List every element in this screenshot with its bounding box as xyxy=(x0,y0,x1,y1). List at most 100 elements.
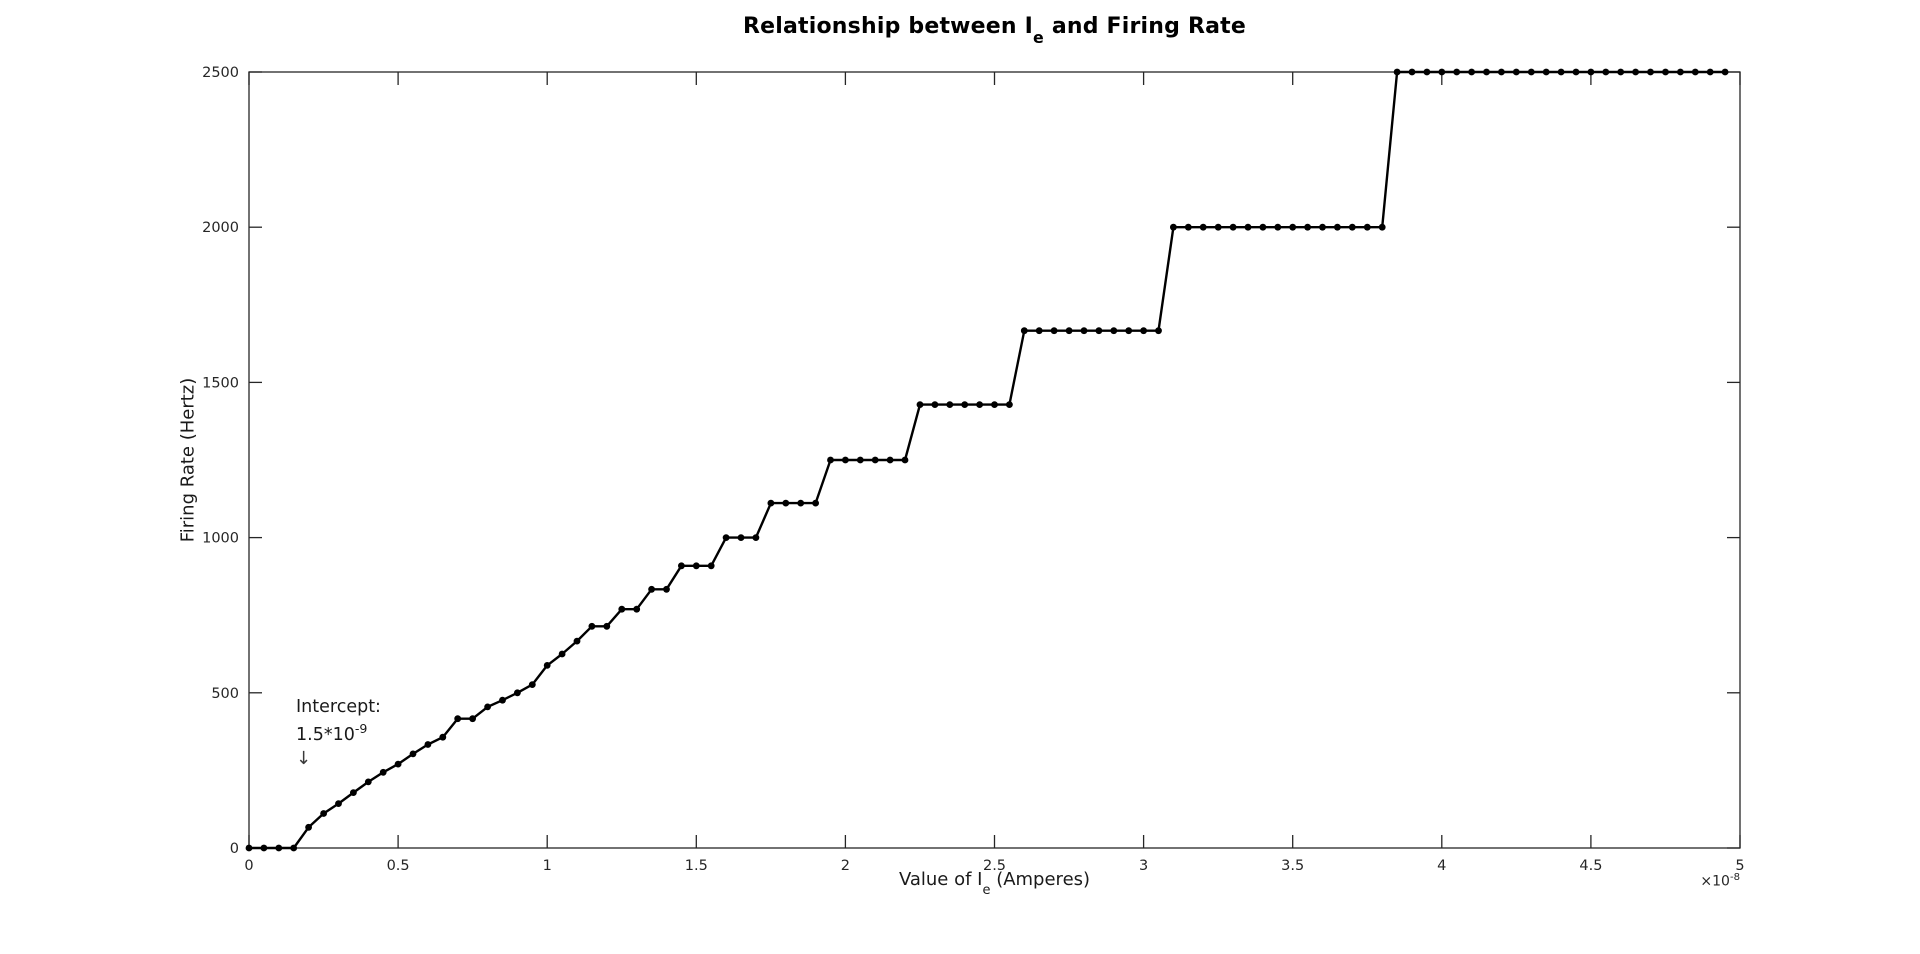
data-point-marker xyxy=(1587,68,1595,76)
data-point-marker xyxy=(1348,223,1356,231)
x-tick-label: 1.5 xyxy=(685,858,708,874)
data-point-marker xyxy=(484,703,491,711)
data-point-marker xyxy=(1363,223,1371,231)
x-tick-label: 3 xyxy=(1139,858,1148,874)
data-point-marker xyxy=(424,741,432,748)
x-tick-label: 3.5 xyxy=(1281,858,1304,874)
data-point-marker xyxy=(1662,68,1669,76)
y-tick-label: 1500 xyxy=(202,375,239,391)
data-point-marker xyxy=(737,534,745,541)
data-point-marker xyxy=(991,401,998,408)
chart-title-text: Relationship between I xyxy=(742,14,1034,39)
data-point-marker xyxy=(1065,327,1073,335)
data-point-marker xyxy=(1617,68,1625,76)
y-tick-label: 2000 xyxy=(202,220,239,236)
data-point-marker xyxy=(350,789,357,796)
data-point-marker xyxy=(1110,327,1118,335)
data-point-marker xyxy=(1125,327,1133,335)
axes-frame xyxy=(248,71,1741,849)
data-point-marker xyxy=(663,585,670,593)
data-point-marker xyxy=(514,689,521,697)
data-point-marker xyxy=(618,605,626,613)
data-point-marker xyxy=(1647,68,1654,76)
data-point-marker xyxy=(543,662,551,669)
data-point-marker xyxy=(528,681,536,688)
data-point-marker xyxy=(1453,68,1461,76)
x-tick-label: 1 xyxy=(543,858,552,874)
data-point-marker xyxy=(1408,68,1416,76)
data-point-marker xyxy=(573,637,581,645)
data-point-marker xyxy=(1080,327,1088,335)
y-tick-label: 1000 xyxy=(202,531,239,547)
x-axis-label-subscript: e xyxy=(982,882,991,898)
data-point-marker xyxy=(1512,68,1520,76)
data-point-marker xyxy=(1140,327,1147,335)
data-point-marker xyxy=(1184,223,1192,231)
data-point-marker xyxy=(722,534,730,541)
data-point-marker xyxy=(1170,223,1177,231)
down-arrow-icon: ↓ xyxy=(296,748,312,770)
data-point-marker xyxy=(320,810,327,817)
data-point-marker xyxy=(678,562,685,570)
data-point-marker xyxy=(335,800,342,807)
data-point-marker xyxy=(588,622,596,630)
data-point-marker xyxy=(1244,223,1252,231)
data-point-marker xyxy=(1542,68,1550,76)
data-point-marker xyxy=(260,844,268,852)
data-point-marker xyxy=(886,456,894,464)
data-point-marker xyxy=(454,715,462,723)
data-point-marker xyxy=(1483,68,1490,76)
data-point-marker xyxy=(707,562,715,570)
data-point-marker xyxy=(812,499,819,507)
x-axis-label: Value of Ie (Amperes) xyxy=(249,869,1740,897)
data-point-marker xyxy=(364,778,372,786)
data-point-marker xyxy=(1498,68,1505,76)
data-point-marker xyxy=(1289,223,1297,231)
firing-rate-line xyxy=(247,70,1727,850)
x-tick-label: 5 xyxy=(1735,858,1744,874)
data-point-marker xyxy=(856,456,864,464)
offset-base: ×10 xyxy=(1700,873,1730,890)
data-point-marker xyxy=(1557,68,1565,76)
x-tick-label: 2 xyxy=(841,858,850,874)
data-point-marker xyxy=(1095,327,1103,335)
data-point-marker xyxy=(1199,223,1207,231)
data-point-marker xyxy=(961,401,969,408)
data-point-marker xyxy=(439,733,447,741)
data-point-marker xyxy=(692,562,700,570)
data-point-marker xyxy=(901,456,909,464)
data-point-marker xyxy=(1468,68,1475,76)
data-point-marker xyxy=(1006,401,1013,408)
data-point-marker xyxy=(931,401,939,408)
data-point-marker xyxy=(1304,223,1311,231)
offset-exponent: -8 xyxy=(1729,872,1740,883)
data-point-marker xyxy=(1259,223,1267,231)
x-tick-label: 4.5 xyxy=(1579,858,1602,874)
intercept-value-base: 1.5*10 xyxy=(296,725,355,746)
data-point-marker xyxy=(1438,68,1446,76)
data-point-marker xyxy=(1721,68,1729,76)
data-point-marker xyxy=(1020,327,1028,335)
data-point-marker xyxy=(1572,68,1580,76)
data-point-marker xyxy=(499,696,506,704)
data-point-marker xyxy=(558,650,566,658)
data-point-marker xyxy=(603,622,611,630)
x-tick-label: 0 xyxy=(244,858,253,874)
data-point-marker xyxy=(1378,223,1386,231)
data-point-marker xyxy=(409,750,417,758)
data-point-marker xyxy=(290,844,298,852)
data-point-marker xyxy=(1527,68,1535,76)
data-point-marker xyxy=(1319,223,1326,231)
data-point-marker xyxy=(275,844,283,852)
data-point-marker xyxy=(305,823,312,831)
data-point-marker xyxy=(842,456,849,464)
data-point-marker xyxy=(1035,327,1043,335)
data-point-marker xyxy=(946,401,954,408)
y-tick-label: 2500 xyxy=(202,65,239,81)
x-tick-label: 2.5 xyxy=(983,858,1006,874)
data-point-marker xyxy=(1155,327,1162,335)
data-point-marker xyxy=(633,605,641,613)
data-point-marker xyxy=(1706,68,1714,76)
data-point-marker xyxy=(797,499,805,507)
